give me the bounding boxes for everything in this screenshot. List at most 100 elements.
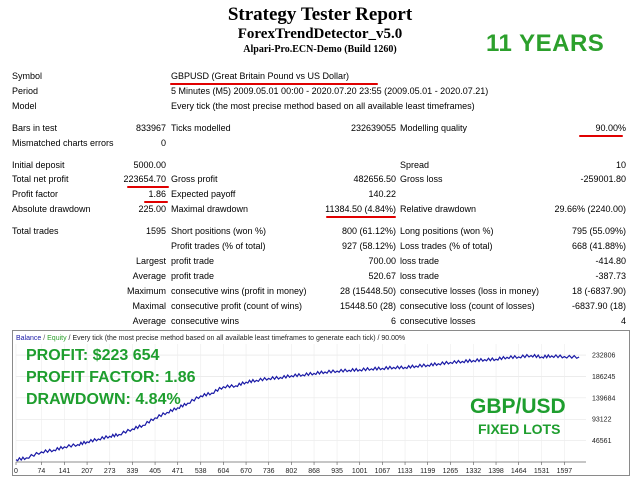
x-tick-label: 273 [104,468,116,475]
x-tick-label: 339 [127,468,139,475]
x-tick-label: 1332 [466,468,482,475]
trades-value: 1595 [145,226,166,236]
avg-closs-label: consecutive losses [400,316,476,326]
largest-profit-label: profit trade [171,256,215,266]
ptrades-label: Profit trades (% of total) [171,241,266,251]
pf-label: Profit factor [12,189,59,199]
x-tick-label: 736 [263,468,275,475]
cprofit-count-value: 15448.50 (28) [339,301,396,311]
symbol-underline [170,83,378,85]
grossprofit-value: 482656.50 [353,174,396,184]
deposit-label: Initial deposit [12,160,65,170]
ltrades-label: Loss trades (% of total) [400,241,493,251]
chart-legend: Balance / Equity / Every tick (the most … [16,335,405,342]
avg-closs-value: 4 [620,316,626,326]
x-tick-label: 1133 [398,468,413,475]
avg-cwins-value: 6 [390,316,396,326]
x-tick-label: 802 [286,468,298,475]
balance-chart: Balance / Equity / Every tick (the most … [12,330,630,476]
x-tick-label: 405 [149,468,161,475]
long-value: 795 (55.09%) [571,226,626,236]
long-label: Long positions (won %) [400,226,494,236]
ltrades-value: 668 (41.88%) [571,241,626,251]
maxdd-label: Maximal drawdown [171,204,249,214]
trades-label: Total trades [12,226,59,236]
y-tick-label: 186245 [592,374,615,381]
overlay-profit-prefix: PROFIT: [26,347,89,364]
overlay-pf-value: 1.86 [164,369,196,386]
spread-label: Spread [400,160,430,170]
x-tick-label: 538 [195,468,207,475]
average-label: Average [132,271,166,281]
x-tick-label: 1464 [511,468,527,475]
legend-caption: / Every tick (the most precise method ba… [67,335,406,342]
average2-label: Average [132,316,166,326]
short-label: Short positions (won %) [171,226,267,236]
grossloss-value: -259001.80 [580,174,626,184]
legend-balance: Balance [16,335,41,342]
quality-label: Modelling quality [400,123,468,133]
reldd-label: Relative drawdown [400,204,477,214]
quality-value: 90.00% [595,123,626,133]
cprofit-count-label: consecutive profit (count of wins) [171,301,303,311]
payoff-value: 140.22 [368,189,396,199]
overlay-profit: PROFIT: $223 654 [26,347,159,365]
overlay-dd-prefix: DRAWDOWN: [26,391,131,408]
deposit-value: 5000.00 [133,160,166,170]
ptrades-value: 927 (58.12%) [341,241,396,251]
closs-count-label: consecutive loss (count of losses) [400,301,535,311]
maxdd-value: 11384.50 (4.84%) [325,204,396,214]
y-tick-label: 139684 [592,395,615,402]
years-badge: 11 YEARS [486,30,605,57]
x-tick-label: 1199 [420,468,435,475]
x-tick-label: 868 [308,468,320,475]
x-tick-label: 670 [240,468,252,475]
average-profit-value: 520.67 [368,271,396,281]
x-tick-label: 1265 [443,468,459,475]
ticks-label: Ticks modelled [171,123,231,133]
bars-value: 833967 [135,123,166,133]
short-value: 800 (61.12%) [341,226,396,236]
grossloss-label: Gross loss [400,174,443,184]
netprofit-value: 223654.70 [123,174,166,184]
x-tick-label: 1001 [352,468,368,475]
overlay-dd: DRAWDOWN: 4.84% [26,391,181,409]
model-label: Model [12,101,37,111]
average-profit-label: profit trade [171,271,215,281]
average-loss-value: -387.73 [595,271,626,281]
average-loss-label: loss trade [400,271,440,281]
x-tick-label: 1067 [375,468,391,475]
avg-cwins-label: consecutive wins [171,316,240,326]
maximum-label: Maximum [126,286,166,296]
y-tick-label: 93122 [592,417,612,424]
overlay-pf-prefix: PROFIT FACTOR: [26,369,160,386]
x-tick-label: 0 [14,468,18,475]
x-tick-label: 1597 [557,468,573,475]
mismatch-label: Mismatched charts errors [12,138,114,148]
pf-value: 1.86 [148,189,166,199]
largest-loss-label: loss trade [400,256,440,266]
netprofit-label: Total net profit [12,174,69,184]
netprofit-underline [127,186,169,188]
balance-series-line [15,353,580,462]
overlay-dd-value: 4.84% [135,391,181,408]
mismatch-value: 0 [160,138,166,148]
closs-count-value: -6837.90 (18) [571,301,626,311]
absdd-label: Absolute drawdown [12,204,91,214]
largest-label: Largest [135,256,166,266]
closs-money-value: 18 (-6837.90) [571,286,626,296]
pf-underline [144,201,168,203]
grossprofit-label: Gross profit [171,174,218,184]
cwins-money-label: consecutive wins (profit in money) [171,286,307,296]
expert-name: ForexTrendDetector_v5.0 [237,26,403,42]
x-tick-label: 141 [59,468,71,475]
ticks-value: 232639055 [350,123,396,133]
period-label: Period [12,86,39,96]
spread-value: 10 [615,160,626,170]
overlay-profit-value: $223 654 [92,347,160,364]
reldd-value: 29.66% (2240.00) [554,204,626,214]
quality-underline [579,135,623,137]
legend-sep: / [41,335,47,342]
period-value: 5 Minutes (M5) 2009.05.01 00:00 - 2020.0… [171,86,489,96]
largest-profit-value: 700.00 [368,256,396,266]
